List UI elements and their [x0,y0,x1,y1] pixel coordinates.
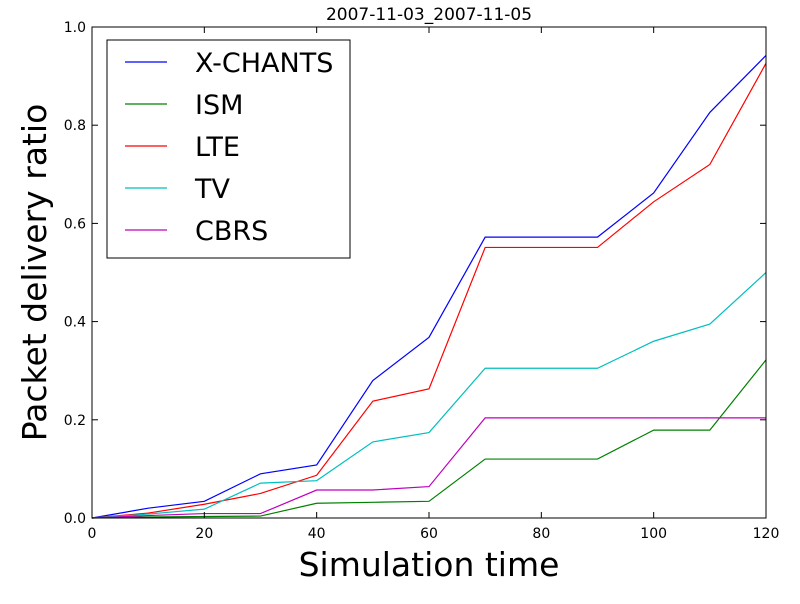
x-tick-label: 20 [195,526,213,542]
y-tick-label: 0.8 [64,118,86,134]
legend: X-CHANTS ISM LTE TV CBRS [106,39,351,259]
series-line-x-chants [91,55,767,519]
legend-label-ism: ISM [195,90,243,121]
legend-label-lte: LTE [195,132,240,163]
legend-label-tv: TV [194,174,230,205]
legend-box [106,39,351,259]
series-line-ism [91,359,767,519]
y-axis-label: Packet delivery ratio [15,104,54,442]
legend-label-cbrs: CBRS [195,216,268,247]
y-tick-label: 0.4 [64,315,86,331]
x-tick-label: 120 [753,526,780,542]
tick-layer: 0 20 40 60 80 100 120 0.0 0.2 0.4 0.6 0.8 1.0 [64,20,780,542]
y-tick-label: 0.2 [64,413,86,429]
legend-label-x-chants: X-CHANTS [195,48,333,79]
chart-title: 2007-11-03_2007-11-05 [326,5,532,25]
y-tick-label: 1.0 [64,20,86,36]
y-tick-label: 0.0 [64,511,86,527]
x-axis-label: Simulation time [299,545,560,584]
x-tick-label: 80 [532,526,550,542]
x-tick-label: 0 [88,526,97,542]
x-tick-label: 60 [420,526,438,542]
series-line-tv [91,272,767,519]
x-tick-label: 40 [308,526,326,542]
series-line-lte [91,63,767,519]
y-tick-label: 0.6 [64,216,86,232]
x-tick-label: 100 [640,526,667,542]
